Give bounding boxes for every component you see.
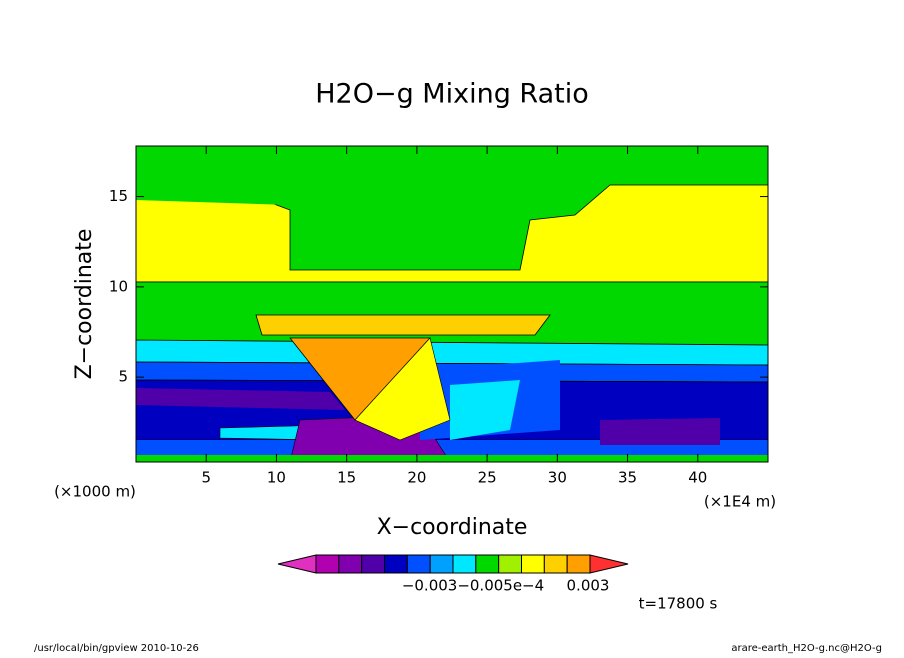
colorbar-segment <box>475 554 500 574</box>
x-unit-right: (×1E4 m) <box>704 493 776 511</box>
x-tick-label: 5 <box>201 469 211 487</box>
chart-title: H2O−g Mixing Ratio <box>315 79 589 110</box>
y-tick-label: 5 <box>118 368 128 386</box>
x-tick-label: 20 <box>407 469 426 487</box>
colorbar-segment <box>315 554 340 574</box>
colorbar-segment <box>338 554 363 574</box>
y-tick-label: 15 <box>109 187 128 205</box>
x-tick-label: 25 <box>478 469 497 487</box>
colorbar-segment <box>452 554 477 574</box>
footer-right: arare-earth_H2O-g.nc@H2O-g <box>731 643 882 654</box>
x-tick-label: 30 <box>548 469 567 487</box>
colorbar-segment <box>498 554 522 574</box>
colorbar-arrow <box>589 554 629 574</box>
contour-field <box>136 146 768 462</box>
colorbar-label: −0.003−0.005e−4 <box>402 577 544 595</box>
x-tick-label: 40 <box>688 469 707 487</box>
colorbar-label: 0.003 <box>567 577 610 595</box>
colorbar-segment <box>521 554 545 574</box>
colorbar-segment <box>384 554 408 574</box>
x-axis-label: X−coordinate <box>377 515 528 540</box>
colorbar-segment <box>429 554 454 574</box>
plot-frame <box>135 145 769 463</box>
x-tick-label: 35 <box>618 469 637 487</box>
x-tick-label: 10 <box>267 469 286 487</box>
colorbar-segment <box>406 554 431 574</box>
y-axis-label: Z−coordinate <box>72 229 97 380</box>
colorbar-segment <box>361 554 385 574</box>
colorbar-segment <box>566 554 591 574</box>
colorbar-arrow <box>277 554 317 574</box>
colorbar-segment <box>543 554 568 574</box>
time-label: t=17800 s <box>639 595 718 613</box>
y-tick-label: 10 <box>109 277 128 295</box>
footer-left: /usr/local/bin/gpview 2010-10-26 <box>34 643 199 654</box>
x-tick-label: 15 <box>337 469 356 487</box>
x-unit-left: (×1000 m) <box>54 483 136 501</box>
